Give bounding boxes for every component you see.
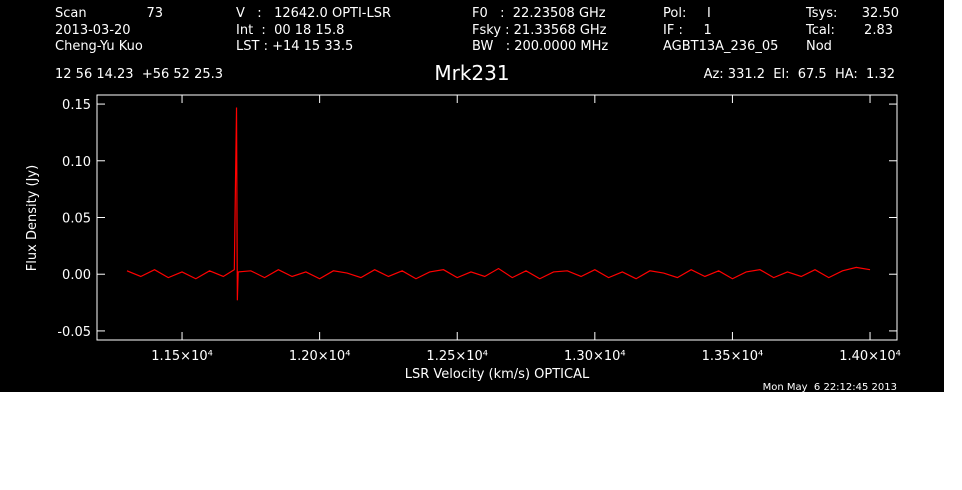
plot-background <box>0 0 944 392</box>
header-field: Cheng-Yu Kuo <box>55 39 143 54</box>
chart-title: Mrk231 <box>434 61 509 85</box>
x-tick-label: 1.15×10⁴ <box>151 349 213 364</box>
spectrum-line <box>126 107 871 301</box>
y-tick-label: 0.10 <box>62 155 91 170</box>
x-axis-label: LSR Velocity (km/s) OPTICAL <box>405 367 590 382</box>
header-field: Fsky : 21.33568 GHz <box>472 23 607 38</box>
header-field: Pol: I <box>663 6 711 21</box>
y-tick-label: 0.05 <box>62 212 91 227</box>
header-field: BW : 200.0000 MHz <box>472 39 608 54</box>
header-field: Int : 00 18 15.8 <box>236 23 344 38</box>
y-tick-label: -0.05 <box>57 325 91 340</box>
y-tick-label: 0.15 <box>62 98 91 113</box>
x-tick-label: 1.35×10⁴ <box>702 349 764 364</box>
x-tick-label: 1.25×10⁴ <box>426 349 488 364</box>
header-field: 32.50 <box>862 6 899 21</box>
x-tick-label: 1.30×10⁴ <box>564 349 626 364</box>
header-field: LST : +14 15 33.5 <box>236 39 353 54</box>
header-field: Scan <box>55 6 87 21</box>
header-field: Tcal: <box>805 23 835 38</box>
x-tick-label: 1.20×10⁴ <box>289 349 351 364</box>
timestamp: Mon May 6 22:12:45 2013 <box>763 382 897 393</box>
header-field: V : 12642.0 OPTI-LSR <box>236 6 391 21</box>
header-field: Nod <box>806 39 832 54</box>
header-field: AGBT13A_236_05 <box>663 39 778 54</box>
header-field: 2013-03-20 <box>55 23 131 38</box>
x-tick-label: 1.40×10⁴ <box>839 349 901 364</box>
header-field: Tsys: <box>805 6 837 21</box>
header-field: F0 : 22.23508 GHz <box>472 6 606 21</box>
header-field: IF : 1 <box>663 23 712 38</box>
y-tick-label: 0.00 <box>62 268 91 283</box>
header-field: Az: 331.2 El: 67.5 HA: 1.32 <box>704 67 895 82</box>
y-axis-label: Flux Density (Jy) <box>25 165 40 271</box>
header-field: 2.83 <box>864 23 893 38</box>
header-field: 12 56 14.23 +56 52 25.3 <box>55 67 223 82</box>
header-field: 73 <box>146 6 163 21</box>
